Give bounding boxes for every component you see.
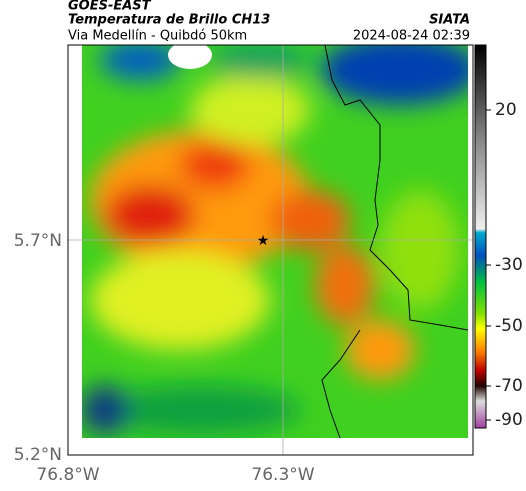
colorbar-tick-label: -30 — [495, 255, 523, 275]
brightness-field — [82, 45, 468, 438]
colorbar-tick-label: 20 — [495, 100, 517, 120]
product: Temperatura de Brillo CH13 — [68, 13, 270, 28]
colorbar-tick-label: -90 — [495, 410, 523, 430]
satellite: GOES-EAST — [68, 0, 152, 14]
region: Via Medellín - Quibdó 50km — [68, 29, 247, 44]
colorbar-tick-label: -50 — [495, 316, 523, 336]
y-tick-label: 5.2°N — [14, 445, 62, 465]
x-tick-label: 76.3°W — [251, 465, 314, 485]
source: SIATA — [429, 13, 470, 28]
borders — [321, 44, 469, 439]
city-marker: ★ — [257, 233, 270, 249]
colorbar-ticks: 20 -30 -50 -70 -90 — [486, 100, 523, 430]
y-tick-label: 5.7°N — [14, 231, 62, 251]
datetime: 2024-08-24 02:39 — [353, 29, 470, 44]
frame — [67, 44, 474, 456]
colorbar-tick-label: -70 — [495, 376, 523, 396]
x-tick-label: 76.8°W — [36, 465, 99, 485]
colorbar — [474, 44, 487, 429]
